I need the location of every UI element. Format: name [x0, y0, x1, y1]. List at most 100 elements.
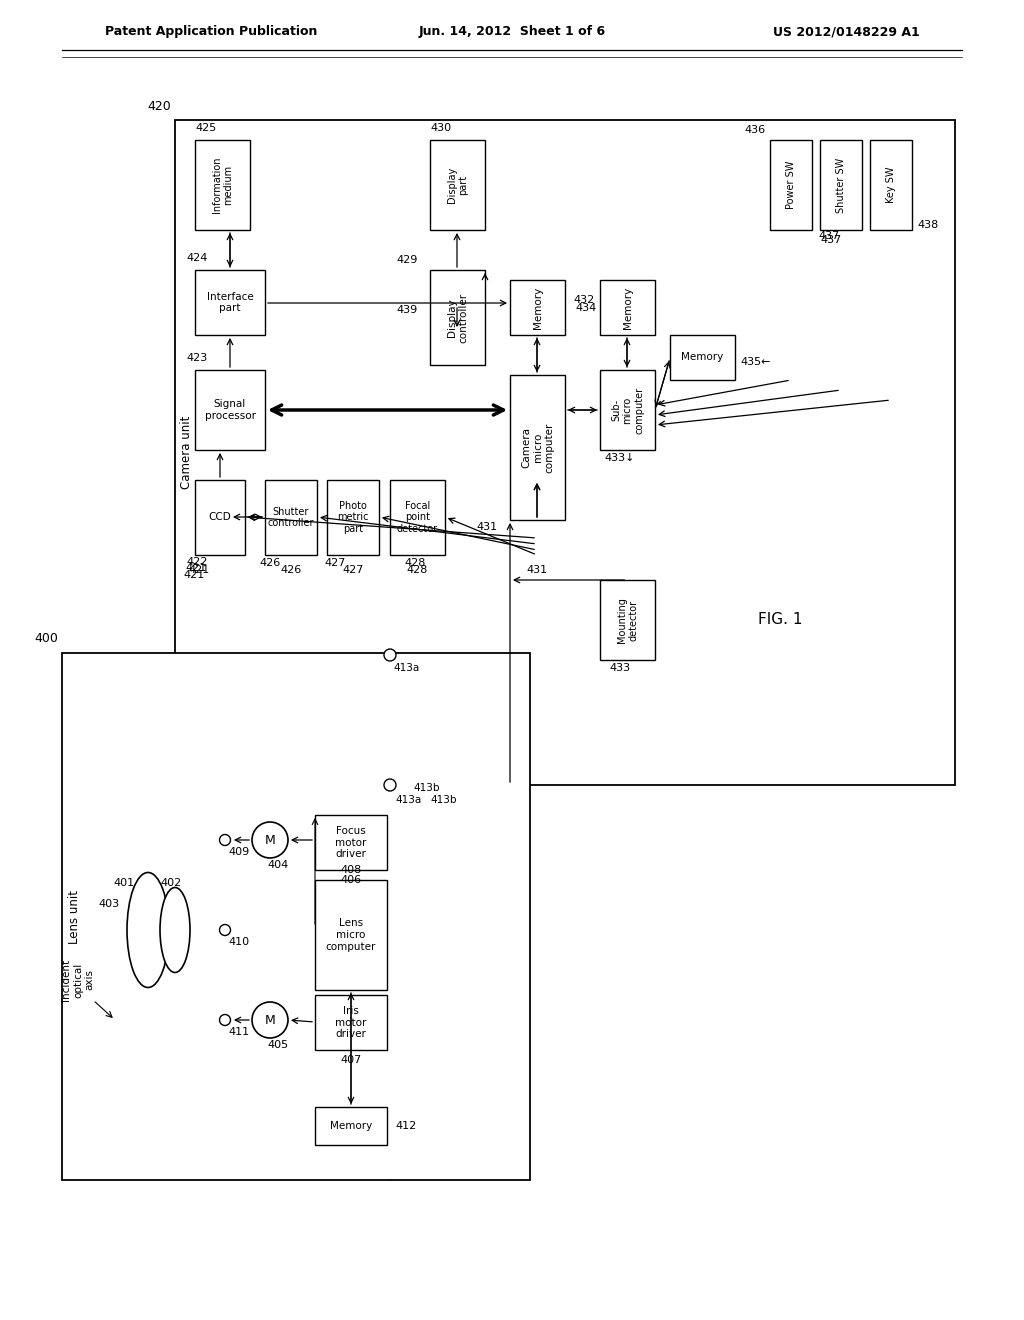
FancyBboxPatch shape: [195, 271, 265, 335]
Text: 424: 424: [186, 253, 208, 263]
Text: 405: 405: [267, 1040, 288, 1049]
Circle shape: [219, 1015, 230, 1026]
Text: 409: 409: [228, 847, 249, 857]
Circle shape: [384, 779, 396, 791]
FancyBboxPatch shape: [510, 375, 565, 520]
Text: 426: 426: [259, 558, 281, 568]
FancyBboxPatch shape: [315, 880, 387, 990]
Text: 427: 427: [342, 565, 364, 576]
FancyBboxPatch shape: [820, 140, 862, 230]
Text: 411: 411: [228, 1027, 249, 1038]
Text: 427: 427: [325, 558, 346, 568]
Text: 403: 403: [98, 899, 119, 909]
FancyBboxPatch shape: [175, 120, 955, 785]
Text: Display
part: Display part: [446, 166, 468, 203]
Text: 429: 429: [396, 255, 418, 265]
FancyBboxPatch shape: [600, 280, 655, 335]
Text: 410: 410: [228, 937, 249, 946]
Text: Sub-
micro
computer: Sub- micro computer: [611, 387, 644, 433]
Text: Photo
metric
part: Photo metric part: [337, 500, 369, 535]
FancyBboxPatch shape: [600, 370, 655, 450]
Circle shape: [384, 649, 396, 661]
FancyBboxPatch shape: [265, 480, 317, 554]
Text: Memory: Memory: [532, 286, 543, 329]
Circle shape: [252, 1002, 288, 1038]
Text: Mounting
detector: Mounting detector: [616, 597, 638, 643]
FancyBboxPatch shape: [315, 995, 387, 1049]
Text: 437: 437: [818, 231, 840, 242]
Text: Memory: Memory: [681, 352, 724, 363]
Text: Information
medium: Information medium: [212, 157, 233, 214]
FancyBboxPatch shape: [600, 579, 655, 660]
Ellipse shape: [160, 887, 190, 973]
Text: Patent Application Publication: Patent Application Publication: [105, 25, 317, 38]
Text: Display
controller: Display controller: [446, 293, 468, 343]
FancyBboxPatch shape: [430, 140, 485, 230]
Text: Signal
processor: Signal processor: [205, 399, 256, 421]
Text: Shutter
controller: Shutter controller: [267, 507, 314, 528]
Text: 406: 406: [340, 875, 361, 884]
Text: 420: 420: [147, 99, 171, 112]
Text: 404: 404: [267, 861, 288, 870]
Text: 402: 402: [160, 878, 181, 888]
Text: Iris
motor
driver: Iris motor driver: [335, 1006, 367, 1039]
FancyBboxPatch shape: [670, 335, 735, 380]
Text: Memory: Memory: [330, 1121, 372, 1131]
Circle shape: [252, 822, 288, 858]
Text: 431: 431: [477, 521, 498, 532]
Text: Lens unit: Lens unit: [68, 890, 81, 944]
FancyBboxPatch shape: [315, 814, 387, 870]
Text: M: M: [264, 1014, 275, 1027]
Text: Interface
part: Interface part: [207, 292, 253, 313]
FancyBboxPatch shape: [770, 140, 812, 230]
FancyBboxPatch shape: [195, 370, 265, 450]
Text: Lens
micro
computer: Lens micro computer: [326, 919, 376, 952]
Text: Focal
point
detector: Focal point detector: [397, 500, 438, 535]
Circle shape: [219, 834, 230, 846]
Text: Camera unit: Camera unit: [180, 416, 194, 490]
Text: 425: 425: [195, 123, 216, 133]
Text: 413b: 413b: [413, 783, 439, 793]
Text: 422: 422: [186, 557, 208, 568]
FancyBboxPatch shape: [430, 271, 485, 366]
FancyBboxPatch shape: [195, 140, 250, 230]
Text: 421: 421: [188, 565, 209, 576]
Text: FIG. 1: FIG. 1: [758, 612, 802, 627]
Text: 407: 407: [340, 1055, 361, 1065]
Text: 412: 412: [395, 1121, 416, 1131]
Text: 421: 421: [183, 570, 204, 579]
Text: 428: 428: [407, 565, 428, 576]
Text: 438: 438: [918, 220, 938, 230]
Text: 400: 400: [34, 632, 58, 645]
Text: 433↓: 433↓: [605, 453, 635, 463]
Text: 431: 431: [526, 565, 548, 576]
Text: 430: 430: [430, 123, 452, 133]
FancyBboxPatch shape: [195, 480, 245, 554]
FancyBboxPatch shape: [870, 140, 912, 230]
Text: 428: 428: [404, 558, 426, 568]
Text: 437: 437: [820, 235, 842, 246]
Text: US 2012/0148229 A1: US 2012/0148229 A1: [773, 25, 920, 38]
Text: 433: 433: [609, 663, 631, 673]
Text: Incident
optical
axis: Incident optical axis: [61, 958, 94, 1001]
FancyBboxPatch shape: [510, 280, 565, 335]
Text: Memory: Memory: [623, 286, 633, 329]
Text: Power SW: Power SW: [786, 161, 796, 209]
Text: 421: 421: [185, 564, 206, 573]
Text: Focus
motor
driver: Focus motor driver: [335, 826, 367, 859]
FancyBboxPatch shape: [62, 653, 530, 1180]
Circle shape: [219, 924, 230, 936]
Text: Camera
micro
computer: Camera micro computer: [521, 422, 554, 473]
Text: 426: 426: [281, 565, 302, 576]
Text: 434: 434: [575, 304, 596, 313]
Text: Jun. 14, 2012  Sheet 1 of 6: Jun. 14, 2012 Sheet 1 of 6: [419, 25, 605, 38]
Ellipse shape: [127, 873, 169, 987]
Text: CCD: CCD: [209, 512, 231, 523]
Text: Shutter SW: Shutter SW: [836, 157, 846, 213]
Text: 436: 436: [744, 125, 766, 135]
Text: Key SW: Key SW: [886, 166, 896, 203]
FancyBboxPatch shape: [390, 480, 445, 554]
Text: 439: 439: [396, 305, 418, 315]
Text: 423: 423: [186, 352, 207, 363]
Text: M: M: [264, 833, 275, 846]
